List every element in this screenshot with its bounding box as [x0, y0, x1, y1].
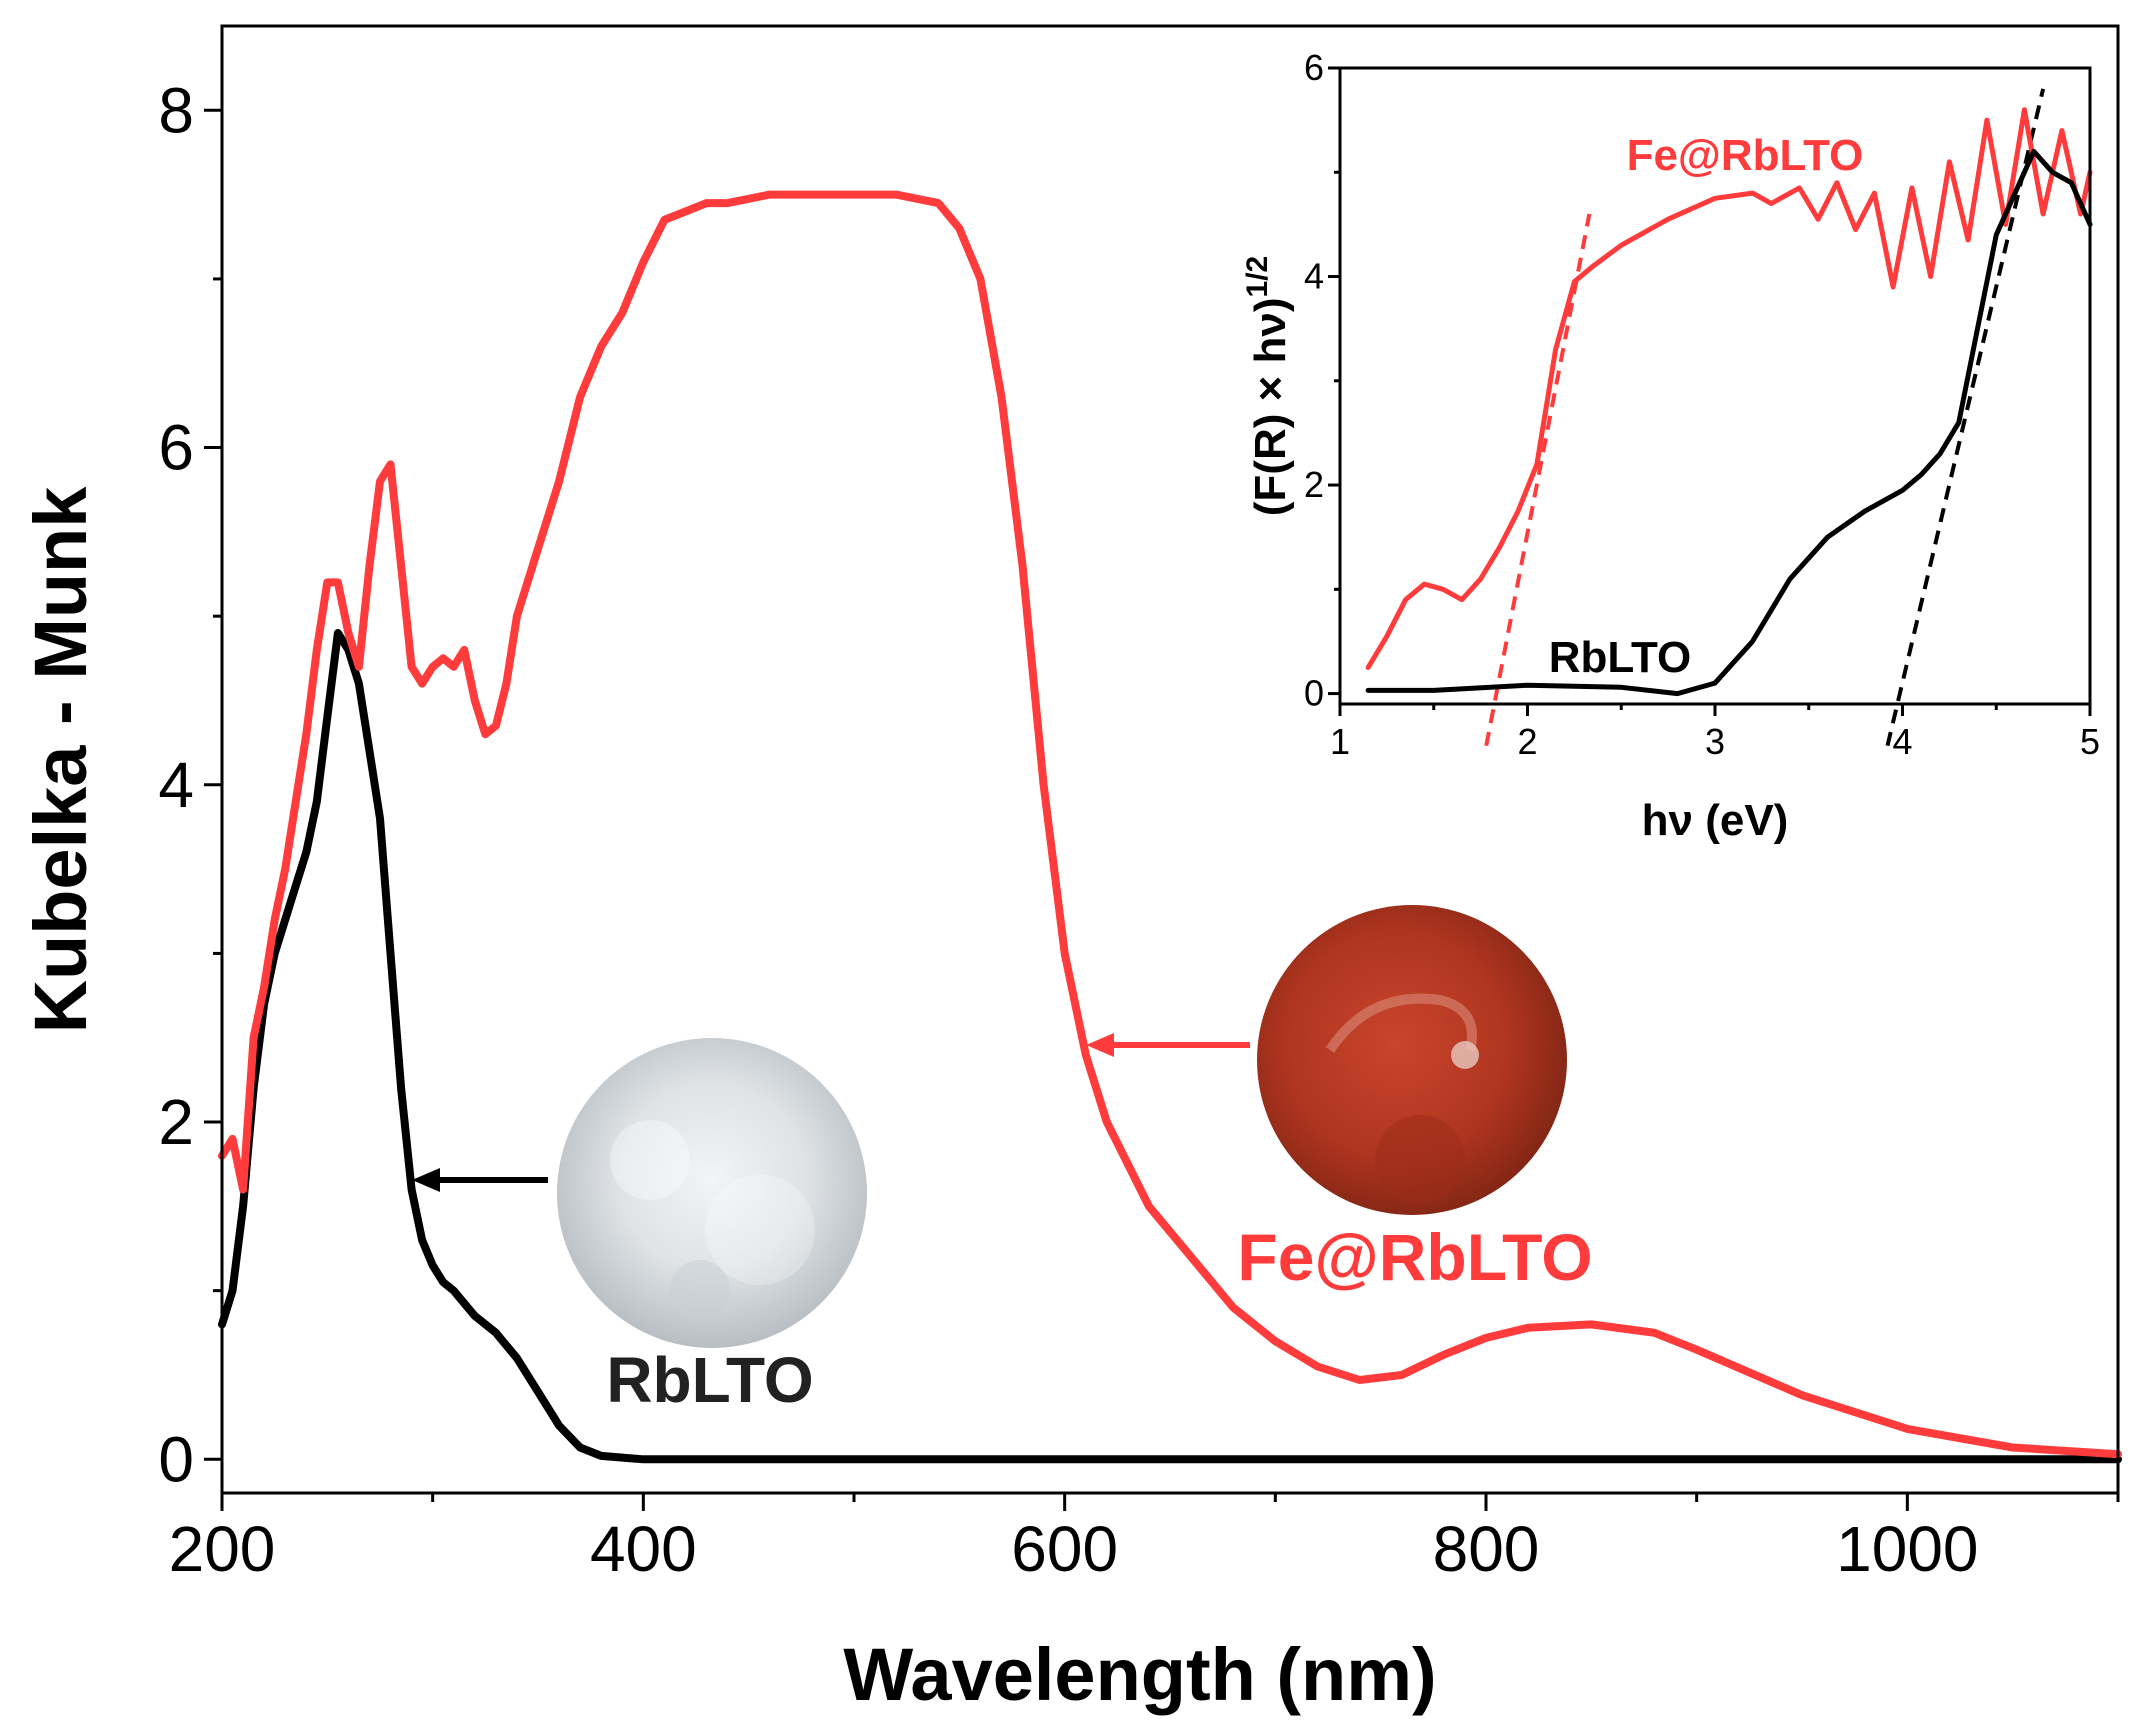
y-tick-label: 4 [1304, 256, 1324, 297]
photo-texture [1451, 1041, 1479, 1069]
main-plot: 200 400 600 800 1000 0 2 4 6 8 Wavelength (nm) K… [19, 24, 2122, 1716]
main-plot-frame [220, 24, 2120, 1495]
photo-texture [1375, 1115, 1465, 1205]
x-tick-label: 400 [590, 1513, 697, 1585]
x-tick-label: 200 [169, 1513, 276, 1585]
x-tick-label: 2 [1517, 721, 1537, 762]
y-tick-label: 0 [1304, 673, 1324, 714]
y-tick-label: 6 [158, 412, 194, 484]
photo-texture [705, 1175, 815, 1285]
inset-x-axis-title: hν (eV) [1642, 796, 1789, 845]
fe-sample-photo [1257, 905, 1567, 1215]
y-tick-label: 2 [158, 1086, 194, 1158]
y-tick-label: 2 [1304, 464, 1324, 505]
y-tick-label: 4 [158, 749, 194, 821]
series-line-rblto [218, 629, 2122, 1464]
main-x-axis: 200 400 600 800 1000 [169, 1493, 2120, 1585]
rblto-arrow-head [412, 1168, 440, 1192]
inset-rblto-label: RbLTO [1549, 633, 1692, 682]
white-powder-photo-icon [557, 1038, 867, 1348]
inset-curves [1365, 88, 2093, 747]
x-tick-label: 1000 [1836, 1513, 1978, 1585]
inset-plot: 1 2 3 4 5 0 2 4 6 hν (eV) (F(R) × hν)1/2 Fe@RbL… [1241, 47, 2100, 845]
series-line-fe-rblto [1365, 107, 2093, 670]
main-curves [218, 190, 2122, 1464]
y-axis-title: Kubelka - Munk [19, 486, 102, 1034]
x-tick-label: 4 [1892, 721, 1912, 762]
inset-y-axis: 0 2 4 6 [1304, 47, 1340, 714]
inset-x-axis: 1 2 3 4 5 [1330, 704, 2100, 762]
inset-fe-label: Fe@RbLTO [1627, 131, 1864, 180]
x-axis-title: Wavelength (nm) [843, 1633, 1436, 1716]
x-tick-label: 1 [1330, 721, 1350, 762]
y-tick-label: 0 [158, 1423, 194, 1495]
series-line-fe-rblto [218, 190, 2122, 1459]
main-y-axis: 0 2 4 6 8 [158, 74, 222, 1495]
inset-y-axis-title-group: (F(R) × hν)1/2 [1241, 256, 1295, 516]
y-tick-label: 6 [1304, 47, 1324, 88]
photo-texture [1325, 993, 1477, 1053]
x-tick-label: 800 [1433, 1513, 1540, 1585]
red-powder-photo-icon [1257, 905, 1567, 1215]
fe-photo-label: Fe@RbLTO [1237, 1220, 1592, 1294]
x-tick-label: 3 [1705, 721, 1725, 762]
series-line-rblto [1365, 148, 2093, 697]
x-tick-label: 5 [2080, 721, 2100, 762]
photo-texture [610, 1120, 690, 1200]
y-tick-label: 8 [158, 74, 194, 146]
photo-texture [670, 1260, 730, 1320]
x-tick-label: 600 [1011, 1513, 1118, 1585]
inset-y-axis-title: (F(R) × hν)1/2 [1241, 256, 1295, 516]
rblto-sample-photo [557, 1038, 867, 1348]
rblto-photo-label: RbLTO [606, 1344, 813, 1416]
tangent-fit-line [1885, 88, 2046, 747]
fe-arrow-head [1086, 1033, 1114, 1057]
